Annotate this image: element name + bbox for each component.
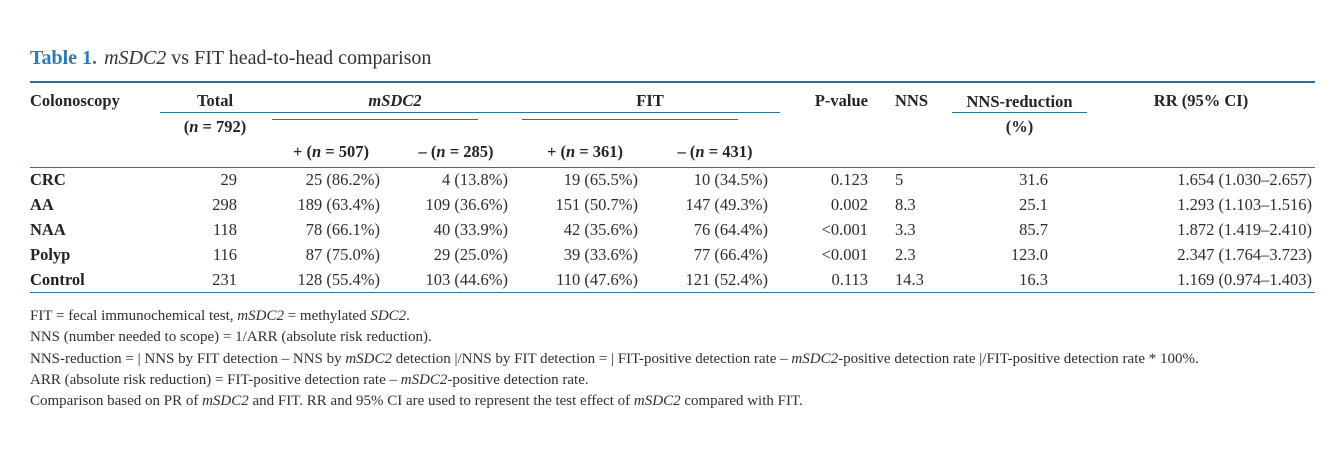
footnote-line: NNS (number needed to scope) = 1/ARR (ab…	[30, 329, 432, 346]
cell-msdc2-positive: 78 (66.1%)	[305, 220, 380, 239]
cell-fit-negative: 76 (64.4%)	[693, 220, 769, 239]
header-msdc2-group: mSDC2	[270, 82, 520, 113]
header-total: Total	[160, 82, 270, 113]
cell-nns-reduction: 16.3	[952, 267, 1088, 293]
footnote-line: NNS-reduction = | NNS by FIT detection –…	[30, 350, 1199, 367]
cell-rr-ci: 1.654 (1.030–2.657)	[1177, 170, 1313, 190]
paper-table-page: Table 1. mSDC2 vs FIT head-to-head compar…	[30, 46, 1316, 412]
header-nns: NNS	[880, 82, 953, 168]
fit-group-rule-cell	[520, 113, 780, 139]
cell-p-value: <0.001	[821, 220, 869, 239]
cell-total: 118	[212, 220, 237, 239]
cell-msdc2-negative: 103 (44.6%)	[392, 267, 520, 293]
table-row: Polyp 116 87 (75.0%) 29 (25.0%) 39 (33.6…	[30, 243, 1315, 268]
cell-colonoscopy-group: NAA	[30, 220, 66, 239]
cell-fit-negative: 77 (66.4%)	[693, 245, 769, 264]
cell-p-value: 0.113	[780, 267, 881, 293]
msdc2-group-rule	[272, 119, 478, 121]
table-row: CRC 29 25 (86.2%) 4 (13.8%) 19 (65.5%) 1…	[30, 168, 1315, 193]
table-row: AA 298 189 (63.4%) 109 (36.6%) 151 (50.7…	[30, 193, 1315, 218]
cell-p-value: <0.001	[821, 245, 869, 264]
cell-fit-positive: 39 (33.6%)	[563, 245, 638, 264]
cell-fit-negative: 10 (34.5%)	[693, 170, 769, 190]
cell-fit-positive: 110 (47.6%)	[520, 267, 650, 293]
cell-fit-positive: 151 (50.7%)	[555, 195, 638, 214]
cell-colonoscopy-group: Polyp	[30, 245, 71, 264]
cell-msdc2-negative: 4 (13.8%)	[442, 170, 508, 190]
cell-rr-ci: 1.169 (0.974–1.403)	[1087, 267, 1316, 293]
table-caption: mSDC2 vs FIT head-to-head comparison	[104, 47, 432, 69]
cell-msdc2-positive: 25 (86.2%)	[305, 170, 380, 190]
header-row-spanners: (n = 792) (%)	[30, 112, 1315, 168]
cell-p-value: 0.002	[830, 195, 869, 214]
table-title: Table 1. mSDC2 vs FIT head-to-head compar…	[30, 46, 1315, 70]
header-row-subcolumns: + (n = 507) – (n = 285) + (n = 361) – (n…	[30, 138, 1315, 168]
cell-nns: 3.3	[895, 220, 916, 239]
header-fit-positive: + (n = 361)	[520, 138, 650, 168]
header-msdc2-positive: + (n = 507)	[270, 138, 392, 168]
fit-group-rule	[522, 119, 739, 121]
cell-rr-ci: 1.293 (1.103–1.516)	[1177, 195, 1313, 214]
cell-nns-reduction: 85.7	[1019, 220, 1049, 239]
cell-p-value: 0.123	[830, 170, 869, 190]
cell-msdc2-positive: 128 (55.4%)	[270, 267, 392, 293]
cell-fit-negative: 147 (49.3%)	[685, 195, 769, 214]
header-total-n: (n = 792)	[160, 112, 270, 168]
cell-colonoscopy-group: CRC	[30, 170, 66, 190]
footnote-line: Comparison based on PR of mSDC2 and FIT.…	[30, 393, 803, 410]
cell-colonoscopy-group: Control	[30, 267, 160, 293]
cell-nns: 5	[895, 170, 904, 190]
cell-msdc2-negative: 29 (25.0%)	[433, 245, 508, 264]
table-row: NAA 118 78 (66.1%) 40 (33.9%) 42 (35.6%)…	[30, 218, 1315, 243]
table-footnotes: FIT = fecal immunochemical test, mSDC2 =…	[30, 306, 1315, 412]
header-colonoscopy: Colonoscopy	[30, 82, 160, 168]
cell-nns: 2.3	[895, 245, 916, 264]
table-number-label: Table 1.	[30, 47, 98, 69]
cell-msdc2-positive: 87 (75.0%)	[305, 245, 380, 264]
header-fit-group: FIT	[520, 82, 781, 113]
cell-rr-ci: 2.347 (1.764–3.723)	[1177, 245, 1313, 264]
table-header: Colonoscopy Total mSDC2 FIT P-value NNS …	[30, 82, 1316, 168]
footnote-line: ARR (absolute risk reduction) = FIT-posi…	[30, 371, 589, 388]
cell-rr-ci: 1.872 (1.419–2.410)	[1177, 220, 1313, 239]
cell-fit-negative: 121 (52.4%)	[650, 267, 781, 293]
cell-msdc2-positive: 189 (63.4%)	[297, 195, 380, 214]
header-nns-reduction-unit: (%)	[952, 112, 1088, 168]
comparison-table: Colonoscopy Total mSDC2 FIT P-value NNS …	[30, 81, 1316, 293]
cell-nns: 14.3	[880, 267, 953, 293]
header-rr-ci: RR (95% CI)	[1087, 82, 1316, 168]
cell-total: 29	[220, 170, 238, 190]
cell-msdc2-negative: 109 (36.6%)	[425, 195, 508, 214]
header-row-groups: Colonoscopy Total mSDC2 FIT P-value NNS …	[30, 82, 1316, 168]
header-msdc2-negative: – (n = 285)	[392, 138, 520, 168]
cell-nns-reduction: 25.1	[1019, 195, 1049, 214]
cell-total: 231	[160, 267, 270, 293]
header-p-value: P-value	[780, 82, 881, 168]
msdc2-group-rule-cell	[270, 113, 520, 139]
table-body: CRC 29 25 (86.2%) 4 (13.8%) 19 (65.5%) 1…	[30, 168, 1316, 293]
cell-nns: 8.3	[895, 195, 916, 214]
cell-nns-reduction: 123.0	[1010, 245, 1049, 264]
table-row: Control 231 128 (55.4%) 103 (44.6%) 110 …	[30, 267, 1316, 293]
cell-nns-reduction: 31.6	[1019, 170, 1049, 190]
cell-total: 298	[212, 195, 237, 214]
header-fit-negative: – (n = 431)	[650, 138, 781, 168]
cell-fit-positive: 42 (35.6%)	[563, 220, 638, 239]
cell-msdc2-negative: 40 (33.9%)	[433, 220, 508, 239]
header-nns-reduction: NNS-reduction	[952, 82, 1088, 113]
cell-colonoscopy-group: AA	[30, 195, 54, 214]
cell-total: 116	[212, 245, 237, 264]
cell-fit-positive: 19 (65.5%)	[563, 170, 638, 190]
footnote-line: FIT = fecal immunochemical test, mSDC2 =…	[30, 308, 410, 324]
